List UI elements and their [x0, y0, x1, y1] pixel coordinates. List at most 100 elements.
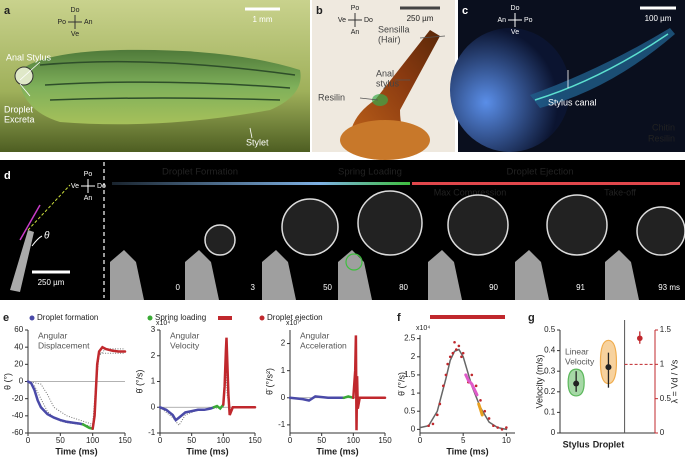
x-axis-label: Time (ms)	[186, 446, 228, 456]
tick-label: -1	[148, 428, 156, 437]
frame-label: 90	[489, 283, 498, 292]
droplet	[636, 206, 685, 256]
compass-label: Po	[351, 5, 360, 12]
tick-label: 2	[281, 339, 286, 348]
annotation: Linear	[565, 346, 589, 356]
tick-label: -40	[12, 411, 24, 420]
legend-item: Resilin	[648, 133, 675, 143]
y2-axis-label: λ = Vd / Vs	[669, 359, 679, 403]
annotation: Stylet	[246, 137, 269, 147]
frame-rock	[428, 250, 462, 300]
legend-swatch	[147, 315, 153, 321]
compass-label: Do	[71, 7, 80, 14]
y-axis-label: θ̇ (°/s)	[396, 372, 406, 396]
data-point	[474, 384, 478, 388]
compass	[81, 179, 95, 193]
stylus-highlight	[345, 253, 363, 271]
compass-label: An	[497, 17, 506, 24]
frame-label: 0	[176, 283, 181, 292]
tick-label: 1	[411, 388, 416, 397]
trial-line	[27, 348, 125, 427]
x-axis-label: Time (ms)	[446, 446, 488, 456]
droplet	[204, 224, 236, 256]
phase-label: Droplet Formation	[162, 167, 238, 178]
ratio-dot	[637, 335, 643, 342]
phase-label: Droplet Ejection	[506, 167, 573, 178]
frame-rock	[185, 250, 219, 300]
chart-title: Velocity	[170, 340, 200, 350]
legend-label: Droplet ejection	[267, 313, 323, 322]
phase-label: Spring Loading	[338, 167, 402, 178]
tick-label: 0.5	[660, 394, 672, 403]
data-point	[500, 428, 504, 431]
data-line	[352, 335, 387, 431]
data-line	[81, 423, 94, 430]
tick-label: 20	[14, 359, 23, 368]
mean-dot	[605, 364, 612, 371]
frame-rock	[110, 250, 144, 300]
tick-label: 100	[86, 436, 100, 445]
compass-label: Do	[97, 183, 106, 190]
tick-label: 0	[151, 402, 156, 411]
x-tick-label: Stylus	[563, 439, 590, 449]
data-point	[431, 422, 435, 426]
frame-label: 50	[323, 283, 332, 292]
panel-label: f	[397, 312, 401, 324]
data-point	[442, 384, 445, 388]
data-point	[446, 362, 449, 366]
legend-label: Droplet formation	[37, 313, 98, 322]
droplet	[546, 194, 608, 256]
tick-label: 50	[187, 436, 196, 445]
scale-bar-label: 250 µm	[407, 14, 434, 23]
data-point	[451, 351, 455, 355]
compass-label: Po	[524, 17, 533, 24]
photo-a	[0, 0, 310, 152]
tick-label: 0	[281, 393, 286, 402]
data-point	[435, 413, 439, 417]
data-point	[454, 348, 458, 351]
droplet	[281, 198, 339, 256]
tick-label: 150	[118, 436, 132, 445]
legend-swatch	[259, 315, 265, 321]
annotation: (Hair)	[378, 34, 401, 44]
legend-item: Chitin	[652, 122, 675, 132]
subphase-label: Take-off	[604, 187, 636, 197]
data-point	[438, 402, 442, 406]
multiplier: x10⁴	[416, 325, 430, 332]
data-line	[419, 348, 508, 431]
tick-label: 3	[151, 325, 156, 334]
chart-title: Acceleration	[300, 340, 347, 350]
frame-rock	[605, 250, 639, 300]
annotation: Droplet	[4, 104, 34, 114]
mean-dot	[573, 380, 580, 387]
data-point	[427, 424, 430, 428]
compass-label: Do	[511, 5, 520, 12]
tick-label: 0.2	[544, 387, 556, 396]
annotation: Resilin	[318, 92, 345, 102]
data-line	[288, 395, 346, 402]
trial-line	[27, 352, 125, 426]
compass-label: Po	[84, 171, 93, 178]
tick-label: 0.1	[544, 408, 556, 417]
data-line	[158, 406, 216, 422]
data-point	[448, 355, 452, 359]
data-line	[91, 345, 127, 430]
tick-label: 0	[19, 377, 24, 386]
data-point	[479, 399, 482, 402]
frame-label: 80	[399, 283, 408, 292]
tick-label: 0.4	[544, 346, 556, 355]
angle-label: θ	[44, 231, 50, 242]
data-point	[453, 340, 456, 344]
tick-label: 60	[14, 325, 23, 334]
scale-bar-label: 1 mm	[253, 15, 273, 24]
photo-b	[312, 0, 455, 160]
panel-label: a	[4, 5, 11, 17]
legend-label: Spring loading	[155, 313, 206, 322]
frame-label: 91	[576, 283, 585, 292]
y-axis-label: θ (°)	[2, 373, 12, 390]
data-point	[492, 424, 495, 428]
data-line	[342, 395, 355, 400]
tick-label: 2.5	[404, 334, 416, 343]
compass-label: An	[84, 19, 93, 26]
